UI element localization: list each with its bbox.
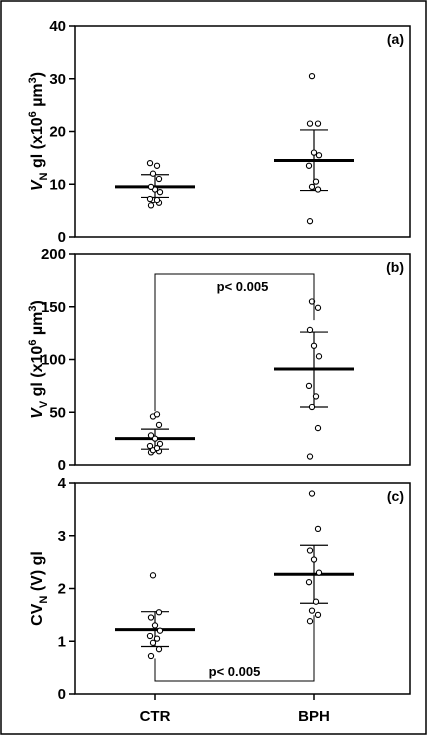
- y-axis-title: VV gl (x106 µm3): [27, 300, 50, 419]
- data-point: [314, 120, 322, 127]
- y-tick-label: 40: [49, 18, 66, 35]
- data-point: [310, 342, 318, 349]
- data-point: [155, 646, 163, 653]
- panel-3: 0 1 2 3 4 (c) CVN (V) gl p< 0.005 CTR BPH: [29, 475, 411, 725]
- data-point: [306, 218, 314, 225]
- data-point: [306, 120, 314, 127]
- y-axis-title: VN gl (x106 µm3): [27, 72, 50, 191]
- data-point: [147, 202, 155, 209]
- y-tick-label: 50: [49, 404, 66, 421]
- data-point: [149, 170, 157, 177]
- data-point: [315, 353, 323, 360]
- data-point: [308, 298, 316, 305]
- data-point: [147, 652, 155, 660]
- data-point: [305, 162, 313, 169]
- panel-tag: (c): [387, 488, 404, 504]
- data-point: [155, 609, 163, 616]
- data-point: [153, 196, 161, 204]
- y-tick-label: 200: [41, 246, 66, 263]
- x-category-label: CTR: [140, 708, 171, 725]
- data-point: [149, 639, 157, 646]
- data-point: [314, 525, 322, 533]
- data-point: [314, 424, 322, 432]
- data-point: [151, 622, 159, 629]
- data-point: [310, 149, 318, 156]
- panel-tag: (a): [387, 31, 404, 47]
- y-tick-label: 4: [58, 475, 67, 492]
- y-axis-title: CVN (V) gl: [29, 551, 50, 626]
- data-point: [308, 72, 316, 80]
- y-tick-label: 30: [49, 71, 66, 88]
- y-tick-label: 20: [49, 124, 66, 141]
- data-point: [146, 632, 154, 640]
- data-point: [305, 382, 313, 390]
- data-point: [306, 453, 314, 460]
- data-point: [146, 159, 154, 167]
- data-point: [153, 411, 161, 418]
- data-point: [149, 572, 157, 579]
- data-point: [306, 326, 314, 334]
- y-tick-label: 2: [58, 581, 66, 598]
- data-point: [312, 598, 320, 605]
- data-point: [310, 556, 318, 563]
- data-point: [147, 183, 155, 191]
- data-point: [314, 186, 322, 193]
- data-point: [315, 152, 323, 159]
- data-point: [314, 611, 322, 619]
- data-point: [153, 444, 161, 452]
- y-tick-label: 3: [58, 528, 66, 545]
- data-point: [156, 189, 164, 196]
- data-point: [151, 435, 159, 442]
- data-point: [312, 178, 320, 185]
- x-category-label: BPH: [298, 708, 330, 725]
- significance-label: p< 0.005: [209, 664, 261, 679]
- data-point: [147, 432, 155, 439]
- data-point: [155, 175, 163, 183]
- data-point: [308, 183, 316, 191]
- significance-bracket: [154, 273, 315, 412]
- data-point: [156, 440, 164, 448]
- y-tick-label: 0: [58, 686, 66, 703]
- y-tick-label: 1: [58, 633, 66, 650]
- y-tick-label: 150: [41, 299, 66, 316]
- data-point: [308, 490, 316, 497]
- y-tick-label: 0: [58, 229, 66, 246]
- data-point: [153, 162, 161, 169]
- data-point: [305, 579, 313, 586]
- panel-2: 0 50 100 150 200 (b) VV gl (x106 µm3) p< 0.005: [27, 246, 411, 474]
- plot-frame: [74, 482, 411, 695]
- data-point: [306, 618, 314, 625]
- data-point: [147, 614, 155, 621]
- data-point: [306, 547, 314, 554]
- significance-label: p< 0.005: [217, 279, 269, 294]
- y-tick-label: 10: [49, 176, 66, 193]
- data-point: [153, 635, 161, 642]
- significance-bracket: [154, 615, 315, 682]
- y-tick-label: 100: [41, 352, 66, 369]
- panel-1: 0 10 20 30 40 (a) VN gl (x106 µm3): [27, 18, 411, 246]
- data-point: [146, 442, 154, 450]
- data-point: [315, 569, 323, 576]
- data-point: [314, 304, 322, 311]
- data-point: [155, 421, 163, 429]
- panel-tag: (b): [386, 259, 404, 275]
- data-point: [146, 195, 154, 203]
- data-point: [308, 403, 316, 411]
- data-point: [156, 627, 164, 634]
- plot-frame: [74, 25, 411, 238]
- data-point: [308, 607, 316, 614]
- data-point: [312, 393, 320, 400]
- y-tick-label: 0: [58, 457, 66, 474]
